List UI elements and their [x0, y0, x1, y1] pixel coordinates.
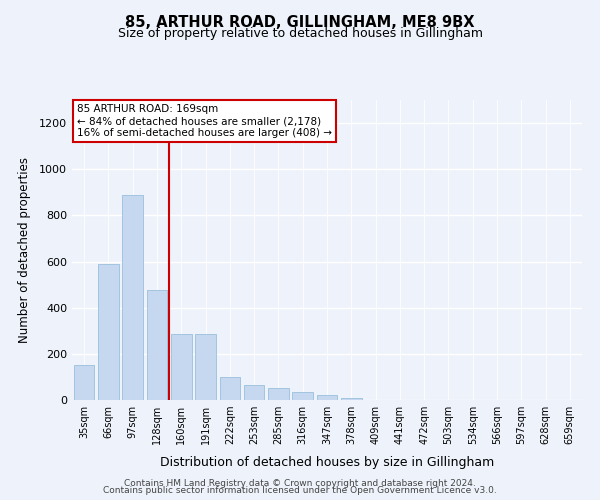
Bar: [195, 334, 216, 400]
Bar: [98, 264, 119, 400]
Text: Contains public sector information licensed under the Open Government Licence v3: Contains public sector information licen…: [103, 486, 497, 495]
Bar: [268, 388, 289, 400]
Bar: [244, 385, 265, 400]
Y-axis label: Number of detached properties: Number of detached properties: [17, 157, 31, 343]
Bar: [171, 334, 191, 400]
Text: 85, ARTHUR ROAD, GILLINGHAM, ME8 9BX: 85, ARTHUR ROAD, GILLINGHAM, ME8 9BX: [125, 15, 475, 30]
Text: Distribution of detached houses by size in Gillingham: Distribution of detached houses by size …: [160, 456, 494, 469]
Text: Contains HM Land Registry data © Crown copyright and database right 2024.: Contains HM Land Registry data © Crown c…: [124, 478, 476, 488]
Bar: [220, 377, 240, 400]
Bar: [146, 290, 167, 400]
Bar: [341, 398, 362, 400]
Text: 85 ARTHUR ROAD: 169sqm
← 84% of detached houses are smaller (2,178)
16% of semi-: 85 ARTHUR ROAD: 169sqm ← 84% of detached…: [77, 104, 332, 138]
Bar: [292, 392, 313, 400]
Bar: [122, 194, 143, 400]
Text: Size of property relative to detached houses in Gillingham: Size of property relative to detached ho…: [118, 28, 482, 40]
Bar: [74, 366, 94, 400]
Bar: [317, 396, 337, 400]
